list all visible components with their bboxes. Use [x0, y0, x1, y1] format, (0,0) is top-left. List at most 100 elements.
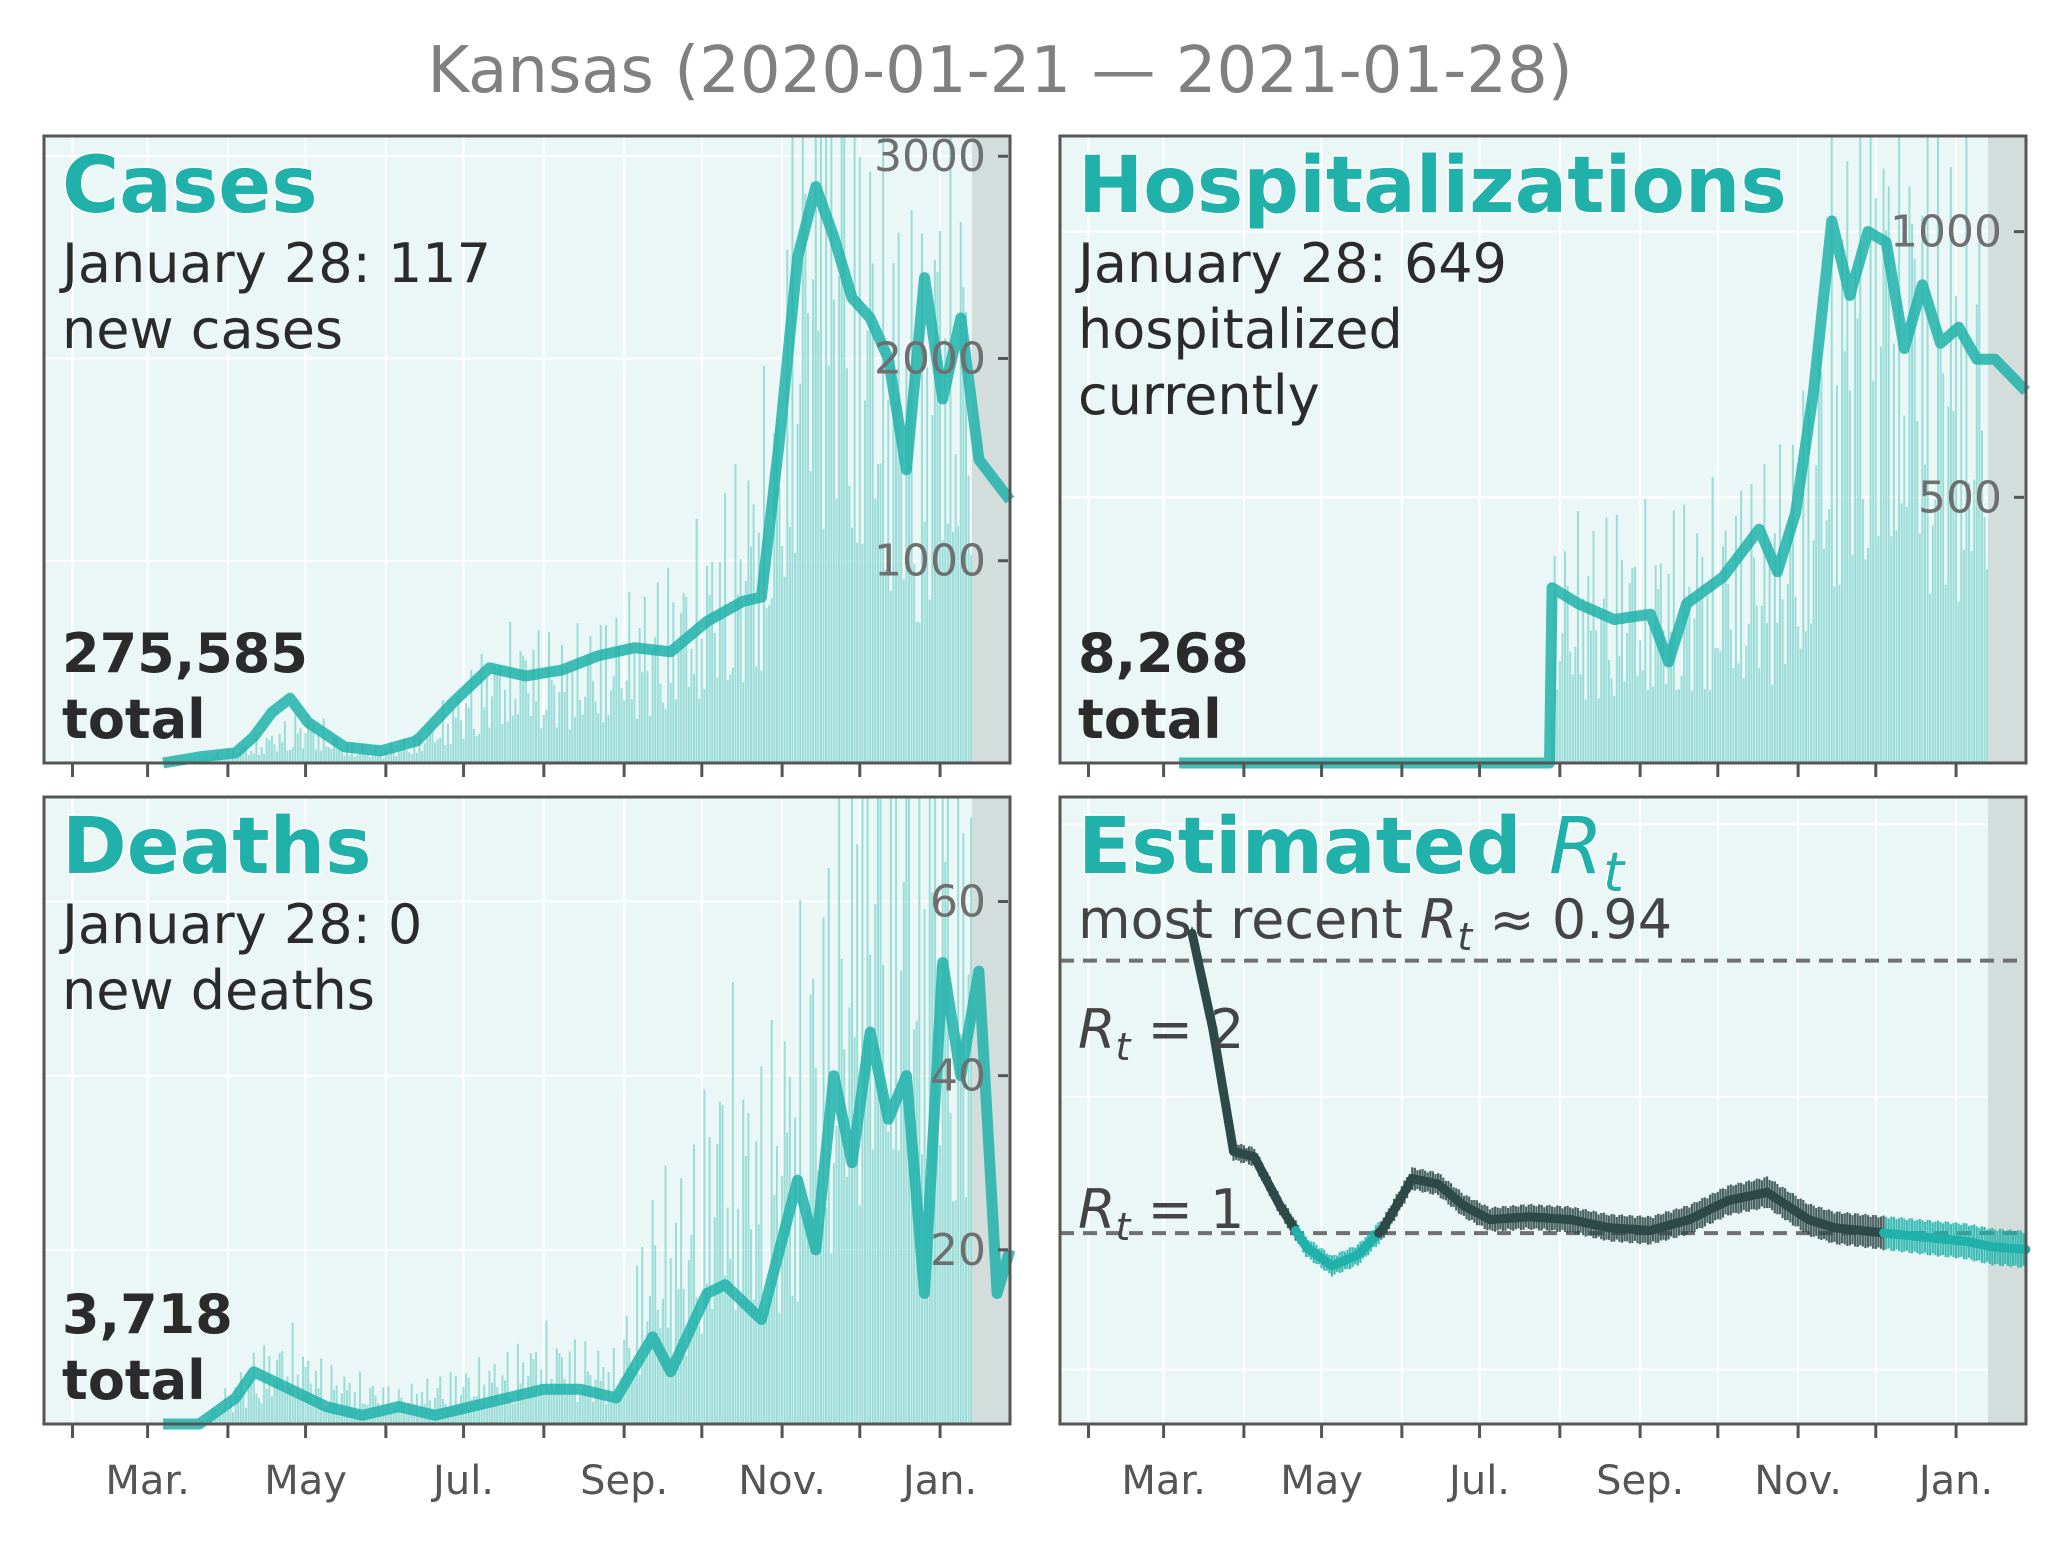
daily-bar: [576, 1401, 579, 1424]
daily-bar: [1825, 520, 1828, 763]
daily-bar: [1804, 631, 1807, 763]
hosp-frame: [1058, 134, 2028, 765]
daily-bar: [452, 706, 455, 763]
daily-bar: [485, 1405, 488, 1424]
daily-bar: [480, 1405, 483, 1424]
daily-bar: [301, 748, 304, 763]
daily-bar: [516, 1343, 519, 1424]
daily-bar: [1835, 385, 1838, 763]
daily-bar: [1649, 627, 1652, 763]
daily-bar: [944, 861, 947, 1424]
daily-bar: [832, 1163, 835, 1424]
daily-bar: [276, 1360, 279, 1424]
daily-bar: [498, 665, 501, 763]
daily-bar: [421, 751, 424, 763]
daily-bar: [1610, 678, 1613, 763]
daily-bar: [1646, 689, 1649, 763]
daily-bar: [478, 734, 481, 763]
daily-bar: [871, 263, 874, 763]
daily-bar: [832, 299, 835, 763]
daily-bar: [874, 904, 877, 1424]
daily-bar: [1913, 259, 1916, 763]
daily-bar: [428, 724, 431, 763]
daily-bar: [918, 797, 921, 1424]
daily-bar: [537, 630, 540, 763]
daily-bar: [410, 1383, 413, 1424]
daily-bar: [814, 136, 817, 763]
daily-bar: [400, 744, 403, 763]
daily-bar: [402, 738, 405, 763]
daily-bar: [1895, 530, 1898, 763]
daily-bar: [395, 1406, 398, 1424]
daily-bar: [514, 698, 517, 763]
panel-cases: 1000 2000 3000 Cases January 28: 117 new c…: [42, 131, 1015, 777]
daily-bar: [550, 679, 553, 763]
daily-bar: [387, 754, 390, 763]
daily-bar: [755, 666, 758, 763]
daily-bar: [812, 279, 815, 763]
daily-bar: [1750, 484, 1753, 763]
daily-bar: [1973, 479, 1976, 763]
daily-bar: [1936, 136, 1939, 763]
y-tick-label: 500: [1918, 472, 2002, 523]
daily-bar: [234, 1387, 237, 1424]
daily-bar: [897, 232, 900, 763]
daily-bar: [1949, 167, 1952, 763]
daily-bar: [830, 1253, 833, 1424]
daily-bar: [563, 1378, 566, 1424]
daily-bar: [237, 753, 240, 763]
daily-bar: [527, 692, 530, 763]
daily-bar: [369, 1387, 372, 1424]
daily-bar: [304, 732, 307, 763]
daily-bar: [584, 1341, 587, 1424]
daily-bar: [1797, 626, 1800, 763]
daily-bar: [602, 722, 605, 763]
daily-bar: [364, 749, 367, 763]
daily-bar: [384, 1409, 387, 1424]
daily-bar: [263, 1345, 266, 1424]
daily-bar: [291, 1322, 294, 1424]
daily-bar: [1810, 623, 1813, 763]
daily-bar: [882, 136, 885, 763]
daily-bar: [586, 1371, 589, 1424]
daily-bar: [817, 330, 820, 763]
daily-bar: [571, 671, 574, 763]
daily-bar: [970, 817, 973, 1424]
daily-bar: [1556, 689, 1559, 763]
daily-bar: [794, 1117, 797, 1424]
daily-bar: [384, 749, 387, 763]
daily-bar: [687, 686, 690, 763]
daily-bar: [366, 752, 369, 763]
daily-bar: [752, 1299, 755, 1424]
daily-bar: [1644, 499, 1647, 763]
daily-bar: [721, 1105, 724, 1424]
daily-bar: [410, 754, 413, 763]
daily-bar: [1659, 563, 1662, 763]
daily-bar: [229, 1396, 232, 1424]
daily-bar: [1885, 230, 1888, 763]
daily-bar: [1566, 585, 1569, 763]
daily-bar: [1615, 514, 1618, 763]
y-tick-label: 1000: [1890, 207, 2002, 258]
daily-bar: [957, 526, 960, 763]
daily-bar: [674, 1222, 677, 1424]
daily-bar: [726, 679, 729, 763]
daily-bar: [395, 756, 398, 763]
daily-bar: [708, 1137, 711, 1424]
daily-bar: [581, 1390, 584, 1424]
daily-bar: [1911, 223, 1914, 763]
daily-bar: [257, 754, 260, 763]
daily-bar: [358, 753, 361, 763]
daily-bar: [439, 1376, 442, 1424]
daily-bar: [1828, 509, 1831, 763]
daily-bar: [907, 399, 910, 763]
daily-bar: [488, 727, 491, 763]
daily-bar: [690, 648, 693, 763]
daily-bar: [289, 1387, 292, 1424]
cases-total-label: total: [62, 688, 206, 751]
daily-bar: [1781, 599, 1784, 763]
daily-bar: [542, 714, 545, 763]
daily-bar: [1882, 168, 1885, 763]
daily-bar: [1887, 186, 1890, 764]
hosp-7day-line: [1179, 215, 2030, 769]
